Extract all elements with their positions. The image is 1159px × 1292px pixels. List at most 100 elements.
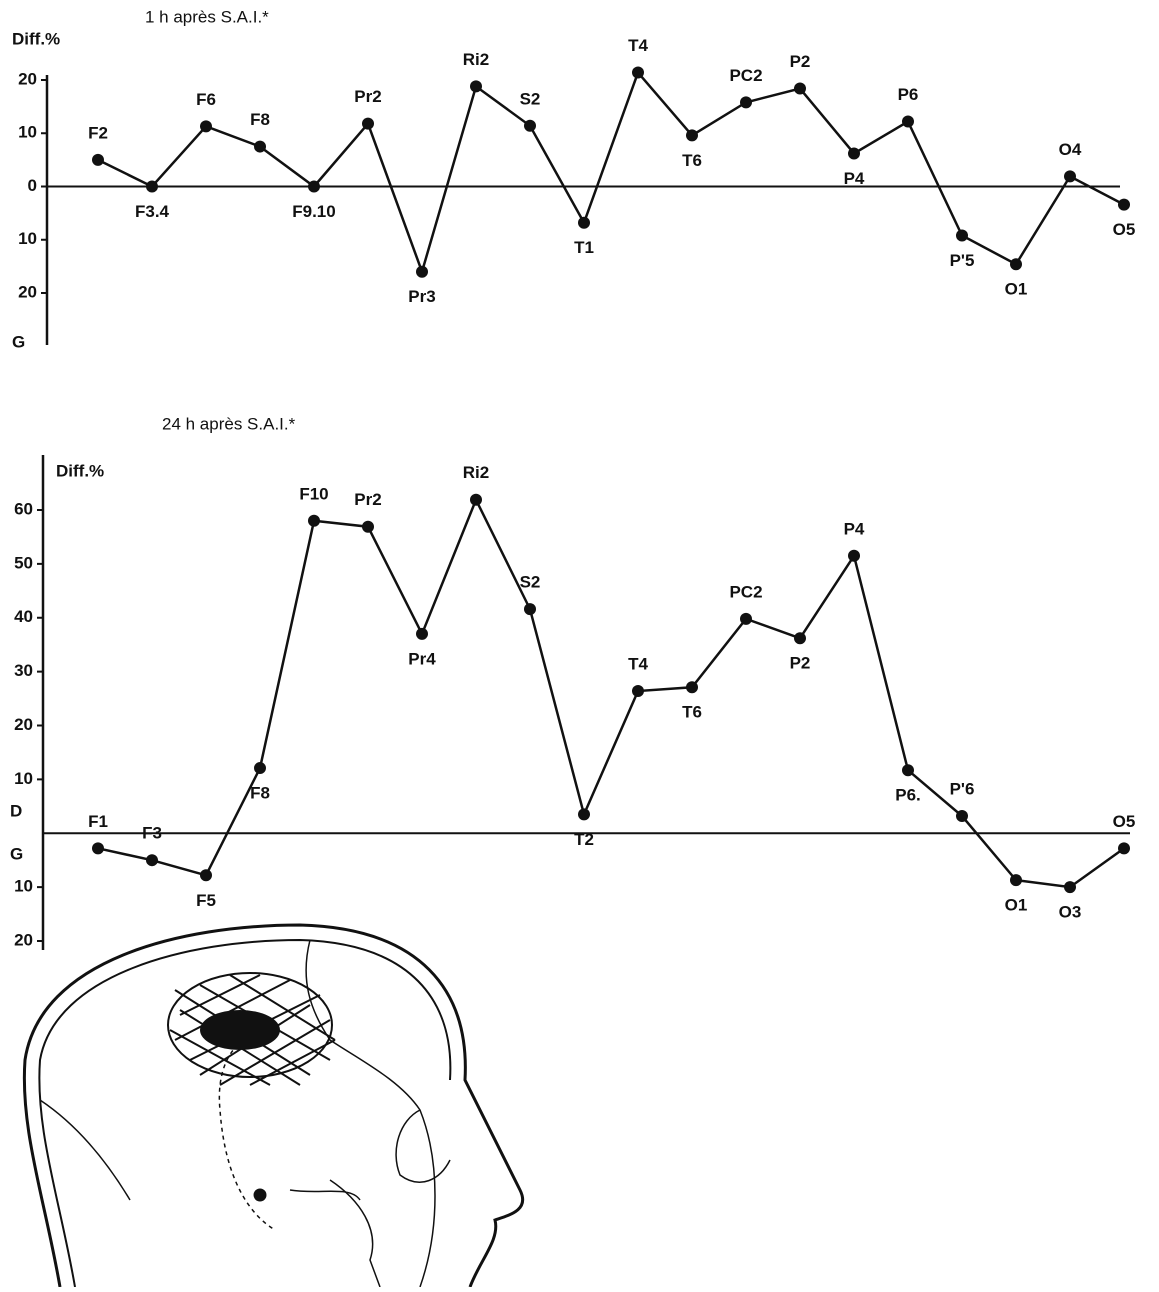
y-tick-label: 20 — [18, 69, 37, 88]
data-point — [146, 180, 158, 193]
y-tick-label: 60 — [14, 499, 33, 518]
y-tick-label: 0 — [28, 176, 37, 195]
point-label: O5 — [1113, 220, 1136, 239]
point-label: F3 — [142, 824, 162, 843]
point-label: F10 — [299, 484, 328, 503]
data-point — [578, 808, 590, 821]
data-point — [470, 493, 482, 506]
data-point — [308, 180, 320, 193]
point-label: P2 — [790, 52, 811, 71]
data-point — [1118, 198, 1130, 211]
point-label: Ri2 — [463, 50, 489, 69]
data-point — [416, 627, 428, 640]
point-label: T4 — [628, 655, 648, 674]
point-label: F9.10 — [292, 202, 335, 221]
point-label: T2 — [574, 830, 594, 849]
data-point — [1118, 842, 1130, 855]
point-label: Pr2 — [354, 87, 381, 106]
y-tick-label: 50 — [14, 553, 33, 572]
point-label: F6 — [196, 90, 216, 109]
point-label: S2 — [520, 89, 541, 108]
point-label: T6 — [682, 703, 702, 722]
data-point — [524, 119, 536, 132]
y-tick-label: 10 — [14, 877, 33, 896]
data-point — [416, 265, 428, 278]
data-point — [686, 681, 698, 694]
point-label: T6 — [682, 151, 702, 170]
data-point — [308, 514, 320, 527]
point-label: P2 — [790, 654, 811, 673]
data-point — [956, 810, 968, 823]
y-axis-label: Diff.% — [56, 461, 104, 480]
point-label: T4 — [628, 36, 648, 55]
point-label: Ri2 — [463, 463, 489, 482]
point-label: O4 — [1059, 140, 1082, 159]
data-line — [97, 70, 1125, 276]
data-point — [956, 229, 968, 242]
data-point — [1064, 170, 1076, 183]
data-point — [362, 520, 374, 533]
point-label: O3 — [1059, 903, 1082, 922]
data-point — [92, 842, 104, 855]
point-label: P'5 — [950, 251, 975, 270]
side-label: D — [10, 801, 22, 820]
data-point — [254, 140, 266, 153]
y-tick-label: 10 — [18, 229, 37, 248]
data-point — [848, 549, 860, 562]
data-point — [686, 129, 698, 142]
data-line — [97, 496, 1125, 889]
data-point — [740, 96, 752, 109]
y-tick-label: 30 — [14, 661, 33, 680]
data-point — [200, 869, 212, 882]
data-point — [254, 762, 266, 775]
y-axis-label: Diff.% — [12, 29, 60, 48]
point-label: P6 — [898, 85, 919, 104]
y-tick-label: 10 — [14, 769, 33, 788]
data-point — [632, 66, 644, 79]
data-point — [1064, 881, 1076, 894]
data-point — [902, 764, 914, 777]
side-label: G — [10, 844, 23, 863]
data-point — [902, 115, 914, 128]
point-label: F5 — [196, 891, 216, 910]
data-point — [740, 612, 752, 625]
point-label: S2 — [520, 573, 541, 592]
data-point — [1010, 258, 1022, 271]
chart-title: 24 h après S.A.I.* — [162, 414, 296, 433]
point-label: P4 — [844, 519, 865, 538]
point-label: F1 — [88, 812, 108, 831]
data-point — [362, 117, 374, 130]
chart-title: 1 h après S.A.I.* — [145, 7, 269, 26]
point-label: O5 — [1113, 812, 1136, 831]
point-label: O1 — [1005, 280, 1028, 299]
point-label: P'6 — [950, 779, 975, 798]
point-label: O1 — [1005, 896, 1028, 915]
point-label: F8 — [250, 110, 270, 129]
data-point — [524, 603, 536, 616]
point-label: F2 — [88, 123, 108, 142]
side-label: G — [12, 332, 25, 351]
head-drawing — [22, 923, 524, 1288]
y-tick-label: 40 — [14, 607, 33, 626]
data-point — [794, 82, 806, 95]
y-tick-label: 10 — [18, 123, 37, 142]
point-label: P4 — [844, 169, 865, 188]
data-point — [470, 80, 482, 93]
y-tick-label: 20 — [18, 282, 37, 301]
y-tick-label: 20 — [14, 930, 33, 949]
point-label: T1 — [574, 238, 594, 257]
point-label: P6. — [895, 786, 921, 805]
point-label: PC2 — [729, 66, 762, 85]
data-point — [92, 153, 104, 166]
data-point — [200, 120, 212, 133]
data-point — [578, 216, 590, 229]
data-point — [848, 147, 860, 160]
point-label: F3.4 — [135, 202, 170, 221]
data-point — [146, 854, 158, 867]
point-label: Pr4 — [408, 649, 436, 668]
point-label: Pr2 — [354, 490, 381, 509]
point-label: F8 — [250, 784, 270, 803]
y-tick-label: 20 — [14, 715, 33, 734]
data-point — [1010, 874, 1022, 887]
